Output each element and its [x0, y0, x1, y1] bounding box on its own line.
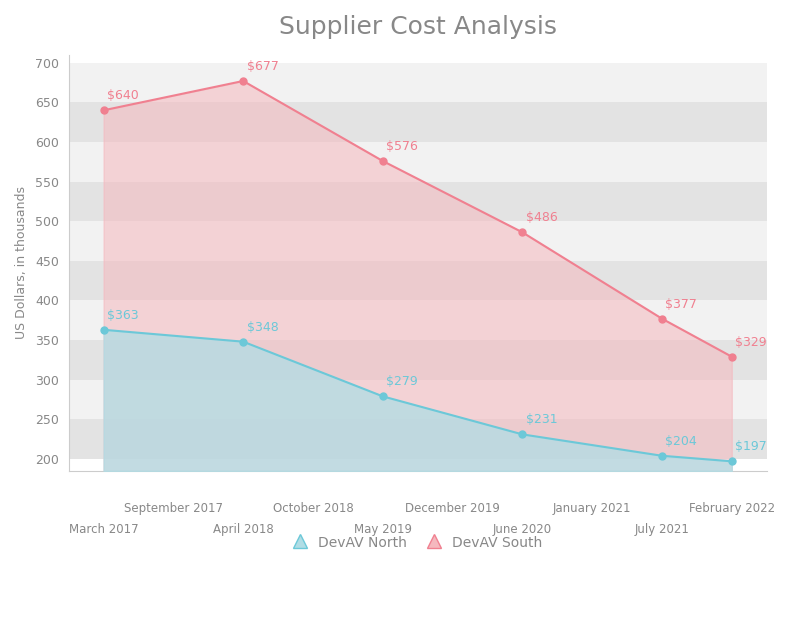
Bar: [68, 380, 767, 419]
Point: [237, 337, 249, 347]
Bar: [68, 102, 767, 142]
Point: [726, 456, 738, 466]
Text: May 2019: May 2019: [354, 523, 412, 536]
Text: October 2018: October 2018: [272, 502, 353, 515]
Text: $329: $329: [735, 336, 767, 349]
Text: January 2021: January 2021: [553, 502, 631, 515]
Text: $576: $576: [386, 140, 418, 153]
Bar: [68, 419, 767, 459]
Text: $486: $486: [526, 211, 557, 225]
Point: [726, 352, 738, 362]
Bar: [68, 300, 767, 340]
Legend: DevAV North, DevAV South: DevAV North, DevAV South: [287, 530, 548, 556]
Text: $640: $640: [107, 89, 139, 102]
Text: July 2021: July 2021: [634, 523, 689, 536]
Point: [656, 450, 669, 461]
Bar: [68, 142, 767, 182]
Bar: [68, 63, 767, 102]
Title: Supplier Cost Analysis: Supplier Cost Analysis: [279, 15, 557, 39]
Point: [516, 429, 529, 440]
Text: March 2017: March 2017: [69, 523, 138, 536]
Point: [237, 76, 249, 86]
Text: $197: $197: [735, 440, 767, 454]
Text: $363: $363: [107, 309, 139, 322]
Bar: [68, 261, 767, 300]
Point: [376, 156, 389, 166]
Text: $204: $204: [665, 435, 697, 448]
Text: April 2018: April 2018: [213, 523, 274, 536]
Y-axis label: US Dollars, in thousands: US Dollars, in thousands: [15, 186, 28, 339]
Point: [516, 227, 529, 237]
Point: [97, 105, 110, 115]
Bar: [68, 340, 767, 380]
Text: December 2019: December 2019: [405, 502, 500, 515]
Bar: [68, 182, 767, 221]
Bar: [68, 221, 767, 261]
Text: June 2020: June 2020: [493, 523, 552, 536]
Text: $231: $231: [526, 413, 557, 426]
Text: $377: $377: [665, 298, 697, 311]
Point: [656, 314, 669, 324]
Text: $348: $348: [247, 321, 279, 334]
Text: September 2017: September 2017: [124, 502, 223, 515]
Point: [376, 391, 389, 401]
Text: $279: $279: [386, 375, 418, 389]
Point: [97, 325, 110, 335]
Text: $677: $677: [247, 60, 279, 73]
Text: February 2022: February 2022: [688, 502, 775, 515]
